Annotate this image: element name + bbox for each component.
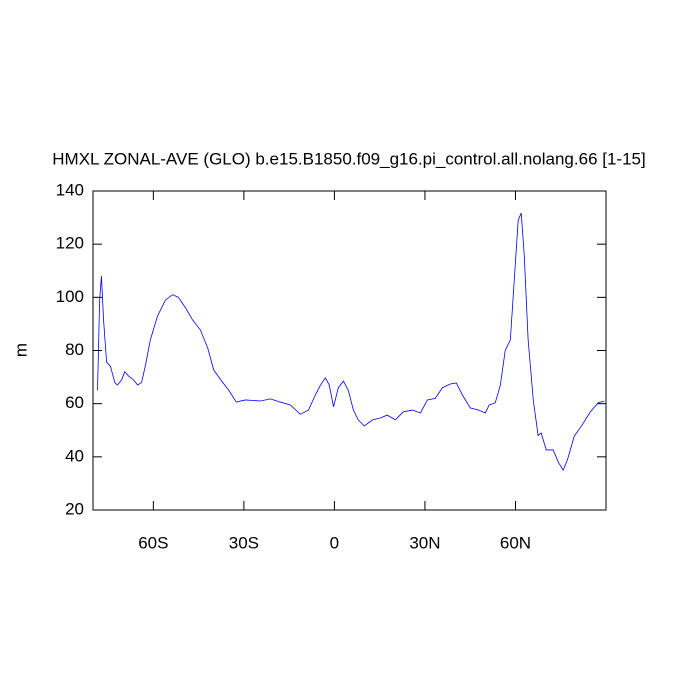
data-line — [97, 212, 605, 472]
x-tick-label: 30S — [229, 533, 259, 552]
x-tick-label: 60S — [138, 533, 168, 552]
x-tick-label: 30N — [409, 533, 440, 552]
y-tick-label: 20 — [65, 499, 84, 518]
y-tick-label: 40 — [65, 446, 84, 465]
x-tick-label: 0 — [330, 533, 339, 552]
y-tick-label: 120 — [56, 234, 84, 253]
chart-title: HMXL ZONAL-AVE (GLO) b.e15.B1850.f09_g16… — [52, 149, 645, 168]
y-tick-label: 60 — [65, 393, 84, 412]
y-tick-label: 100 — [56, 287, 84, 306]
y-tick-label: 140 — [56, 180, 84, 199]
y-axis-label: m — [11, 343, 30, 357]
y-tick-label: 80 — [65, 340, 84, 359]
x-tick-label: 60N — [500, 533, 531, 552]
